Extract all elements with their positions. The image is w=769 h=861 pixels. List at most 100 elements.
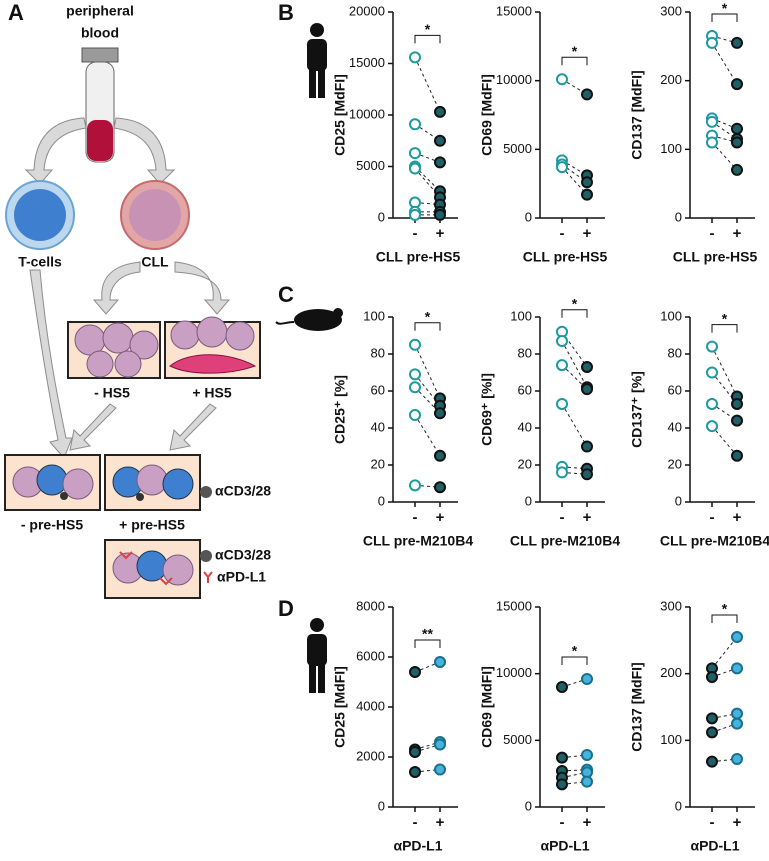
y-tick-label: 6000 <box>356 648 385 663</box>
data-point <box>706 340 718 353</box>
data-point <box>409 147 421 160</box>
data-point <box>706 136 718 149</box>
arrow <box>69 403 117 451</box>
y-axis-label: CD137 [MdFI] <box>629 662 645 751</box>
x-tick-label: - <box>560 814 565 831</box>
chart: 0 5000 10000 15000 20000 - + CD25 [MdFI] CLL pre… <box>332 3 461 264</box>
cell <box>62 468 94 500</box>
data-point <box>731 122 743 135</box>
diagram-label: + HS5 <box>192 385 232 401</box>
pair-link <box>414 741 441 750</box>
panel-a-diagram: A peripheral blood T-cells CLL <box>4 0 271 599</box>
data-point <box>581 88 593 101</box>
cll-nucleus <box>129 189 181 241</box>
panel-label: C <box>278 282 294 307</box>
data-point <box>409 368 421 381</box>
pair-link <box>711 713 738 719</box>
pair-link <box>561 403 588 447</box>
y-tick-label: 20 <box>371 456 385 471</box>
pair-link <box>711 35 738 44</box>
bead <box>60 492 68 500</box>
diagram-label: peripheral <box>66 3 134 19</box>
x-tick-label: + <box>583 509 592 526</box>
y-tick-label: 5000 <box>503 732 532 747</box>
y-tick-label: 300 <box>660 598 682 613</box>
chart: 0 5000 10000 15000 - + CD69 [MdFI] CLL pre-HS5 * <box>479 3 608 264</box>
chart: 0 100 200 300 - + CD137 [MdFI] αPD-L1 * <box>629 598 755 854</box>
y-tick-label: 100 <box>510 308 532 323</box>
cell <box>129 330 159 360</box>
data-point <box>409 746 421 758</box>
data-point <box>706 726 718 739</box>
culture-well <box>4 454 101 511</box>
human-icon <box>307 618 327 693</box>
significance-bracket <box>561 656 588 665</box>
x-tick-label: + <box>436 225 445 242</box>
x-tick-label: + <box>436 814 445 831</box>
pair-link <box>561 340 588 388</box>
y-axis-label: CD69 [MdFI] <box>479 666 495 748</box>
data-point <box>409 118 421 131</box>
chart: 0 20 40 60 80 100 - + CD25⁺ [%] CLL pre-M210B4 * <box>332 308 474 548</box>
data-point <box>409 381 421 394</box>
y-tick-label: 40 <box>518 419 532 434</box>
pair-link <box>711 117 738 130</box>
x-tick-label: + <box>733 509 742 526</box>
data-point <box>731 631 743 643</box>
y-tick-label: 0 <box>525 798 532 813</box>
y-tick-label: 20000 <box>349 3 385 18</box>
y-tick-label: 2000 <box>356 748 385 763</box>
data-point <box>706 671 718 683</box>
arrow <box>113 117 176 185</box>
data-point <box>706 755 718 768</box>
x-axis-label: CLL pre-HS5 <box>523 249 608 265</box>
y-axis-label: CD137⁺ [%] <box>629 371 645 448</box>
diagram-label: αPD-L1 <box>217 569 266 585</box>
data-point <box>409 666 421 678</box>
blood-tube <box>81 47 119 163</box>
y-tick-label: 5000 <box>503 141 532 156</box>
y-tick-label: 80 <box>371 345 385 360</box>
data-point <box>556 161 568 174</box>
data-point <box>409 766 421 778</box>
y-tick-label: 10000 <box>496 72 532 87</box>
tube-blood <box>87 120 113 161</box>
diagram-label: CLL <box>141 254 169 270</box>
pair-link <box>561 771 588 779</box>
significance-label: * <box>572 643 578 659</box>
significance-label: * <box>722 310 728 326</box>
chart: 0 100 200 300 - + CD137 [MdFI] CLL pre-HS5 * <box>629 0 758 265</box>
x-tick-label: + <box>733 225 742 242</box>
y-tick-label: 100 <box>363 308 385 323</box>
data-point <box>731 717 743 730</box>
y-tick-label: 200 <box>660 72 682 87</box>
x-tick-label: - <box>413 814 418 831</box>
y-tick-label: 0 <box>378 798 385 813</box>
y-tick-label: 40 <box>668 419 682 434</box>
x-tick-label: - <box>710 509 715 526</box>
significance-label: * <box>572 296 578 312</box>
x-axis-label: αPD-L1 <box>540 838 589 854</box>
data-point <box>434 208 446 221</box>
bead-icon <box>200 486 212 498</box>
cell <box>114 350 142 378</box>
diagram-label: αCD3/28 <box>215 483 271 499</box>
data-point <box>409 479 421 492</box>
significance-label: * <box>722 601 728 617</box>
cell <box>170 320 200 350</box>
data-point <box>731 36 743 49</box>
data-point <box>409 338 421 351</box>
cell <box>225 321 255 351</box>
significance-bracket <box>711 324 738 333</box>
data-point <box>731 753 743 765</box>
data-point <box>706 712 718 725</box>
chart: 0 20 40 60 80 100 - + CD137⁺ [%] CLL pre-M210B4 * <box>629 308 769 548</box>
arrow <box>24 117 87 185</box>
pair-link <box>414 661 441 673</box>
data-point <box>434 105 446 118</box>
data-point <box>731 449 743 462</box>
y-tick-label: 200 <box>660 665 682 680</box>
cell <box>102 322 134 354</box>
significance-label: * <box>425 308 431 324</box>
